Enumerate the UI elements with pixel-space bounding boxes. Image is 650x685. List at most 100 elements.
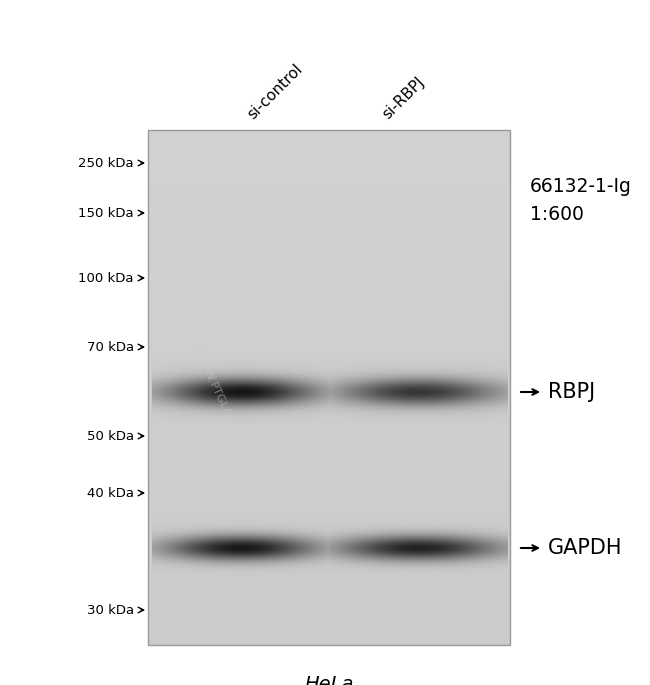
Bar <box>148 532 510 535</box>
Bar <box>148 351 510 355</box>
Bar <box>148 560 510 564</box>
Text: GAPDH: GAPDH <box>548 538 623 558</box>
Bar <box>148 606 510 610</box>
Text: 150 kDa: 150 kDa <box>79 206 134 219</box>
Bar <box>148 264 510 267</box>
Bar <box>148 166 510 170</box>
Bar <box>148 364 510 368</box>
Bar <box>148 179 510 182</box>
Bar <box>148 591 510 595</box>
Bar <box>148 426 510 429</box>
Bar <box>148 246 510 249</box>
Bar <box>148 367 510 371</box>
Bar <box>148 496 510 499</box>
Bar <box>148 375 510 378</box>
Bar <box>148 630 510 633</box>
Bar <box>148 182 510 185</box>
Bar <box>148 508 510 512</box>
Bar <box>148 578 510 582</box>
Bar <box>148 251 510 255</box>
Bar <box>148 315 510 319</box>
Bar <box>148 581 510 584</box>
Bar <box>148 542 510 545</box>
Bar <box>148 521 510 525</box>
Bar <box>148 145 510 149</box>
Bar <box>148 568 510 571</box>
Bar <box>148 609 510 612</box>
Text: 40 kDa: 40 kDa <box>87 486 134 499</box>
Bar <box>148 622 510 625</box>
Bar <box>148 385 510 388</box>
Bar <box>148 447 510 450</box>
Bar <box>148 519 510 523</box>
Text: si-control: si-control <box>244 61 305 122</box>
Bar <box>148 403 510 406</box>
Bar <box>148 341 510 345</box>
Bar <box>148 599 510 602</box>
Bar <box>148 277 510 280</box>
Bar <box>148 408 510 412</box>
Bar <box>148 243 510 247</box>
Bar <box>148 186 510 190</box>
Text: si-RBPJ: si-RBPJ <box>380 74 427 122</box>
Bar <box>148 284 510 288</box>
Bar <box>148 503 510 507</box>
Bar <box>148 483 510 486</box>
Bar <box>148 619 510 623</box>
Bar <box>148 176 510 180</box>
Bar <box>148 354 510 358</box>
Bar <box>148 473 510 476</box>
Bar <box>148 454 510 458</box>
Bar <box>148 493 510 497</box>
Bar <box>148 174 510 177</box>
Bar <box>148 297 510 301</box>
Text: HeLa: HeLa <box>304 675 354 685</box>
Bar <box>148 601 510 605</box>
Bar <box>148 514 510 517</box>
Bar <box>148 372 510 375</box>
Bar <box>148 614 510 618</box>
Bar <box>148 506 510 510</box>
Bar <box>148 135 510 139</box>
Text: 50 kDa: 50 kDa <box>87 429 134 443</box>
Bar <box>148 215 510 219</box>
Bar <box>148 295 510 299</box>
Bar <box>148 140 510 144</box>
Bar <box>148 635 510 638</box>
Bar <box>148 411 510 414</box>
Bar <box>148 444 510 448</box>
Bar <box>148 434 510 438</box>
Bar <box>148 318 510 321</box>
Bar <box>148 310 510 314</box>
Bar <box>148 240 510 245</box>
Text: 100 kDa: 100 kDa <box>79 271 134 284</box>
Bar <box>148 637 510 641</box>
Bar <box>148 490 510 494</box>
Bar <box>148 457 510 460</box>
Bar <box>148 199 510 203</box>
Bar <box>148 632 510 636</box>
Bar <box>148 212 510 216</box>
Bar <box>148 158 510 162</box>
Bar <box>148 249 510 252</box>
Bar <box>148 467 510 471</box>
Text: 66132-1-Ig
1:600: 66132-1-Ig 1:600 <box>530 177 632 223</box>
Bar <box>148 362 510 365</box>
Bar <box>148 475 510 479</box>
Bar <box>148 603 510 608</box>
Bar <box>148 328 510 332</box>
Bar <box>148 325 510 329</box>
Bar <box>148 539 510 543</box>
Bar <box>148 223 510 226</box>
Bar <box>148 379 510 384</box>
Bar <box>148 640 510 643</box>
Bar <box>148 477 510 481</box>
Bar <box>148 390 510 394</box>
Bar <box>148 537 510 540</box>
Bar <box>148 643 510 646</box>
Bar <box>148 225 510 229</box>
Bar <box>148 393 510 396</box>
Text: 250 kDa: 250 kDa <box>79 156 134 169</box>
Bar <box>148 398 510 401</box>
Bar <box>148 331 510 334</box>
